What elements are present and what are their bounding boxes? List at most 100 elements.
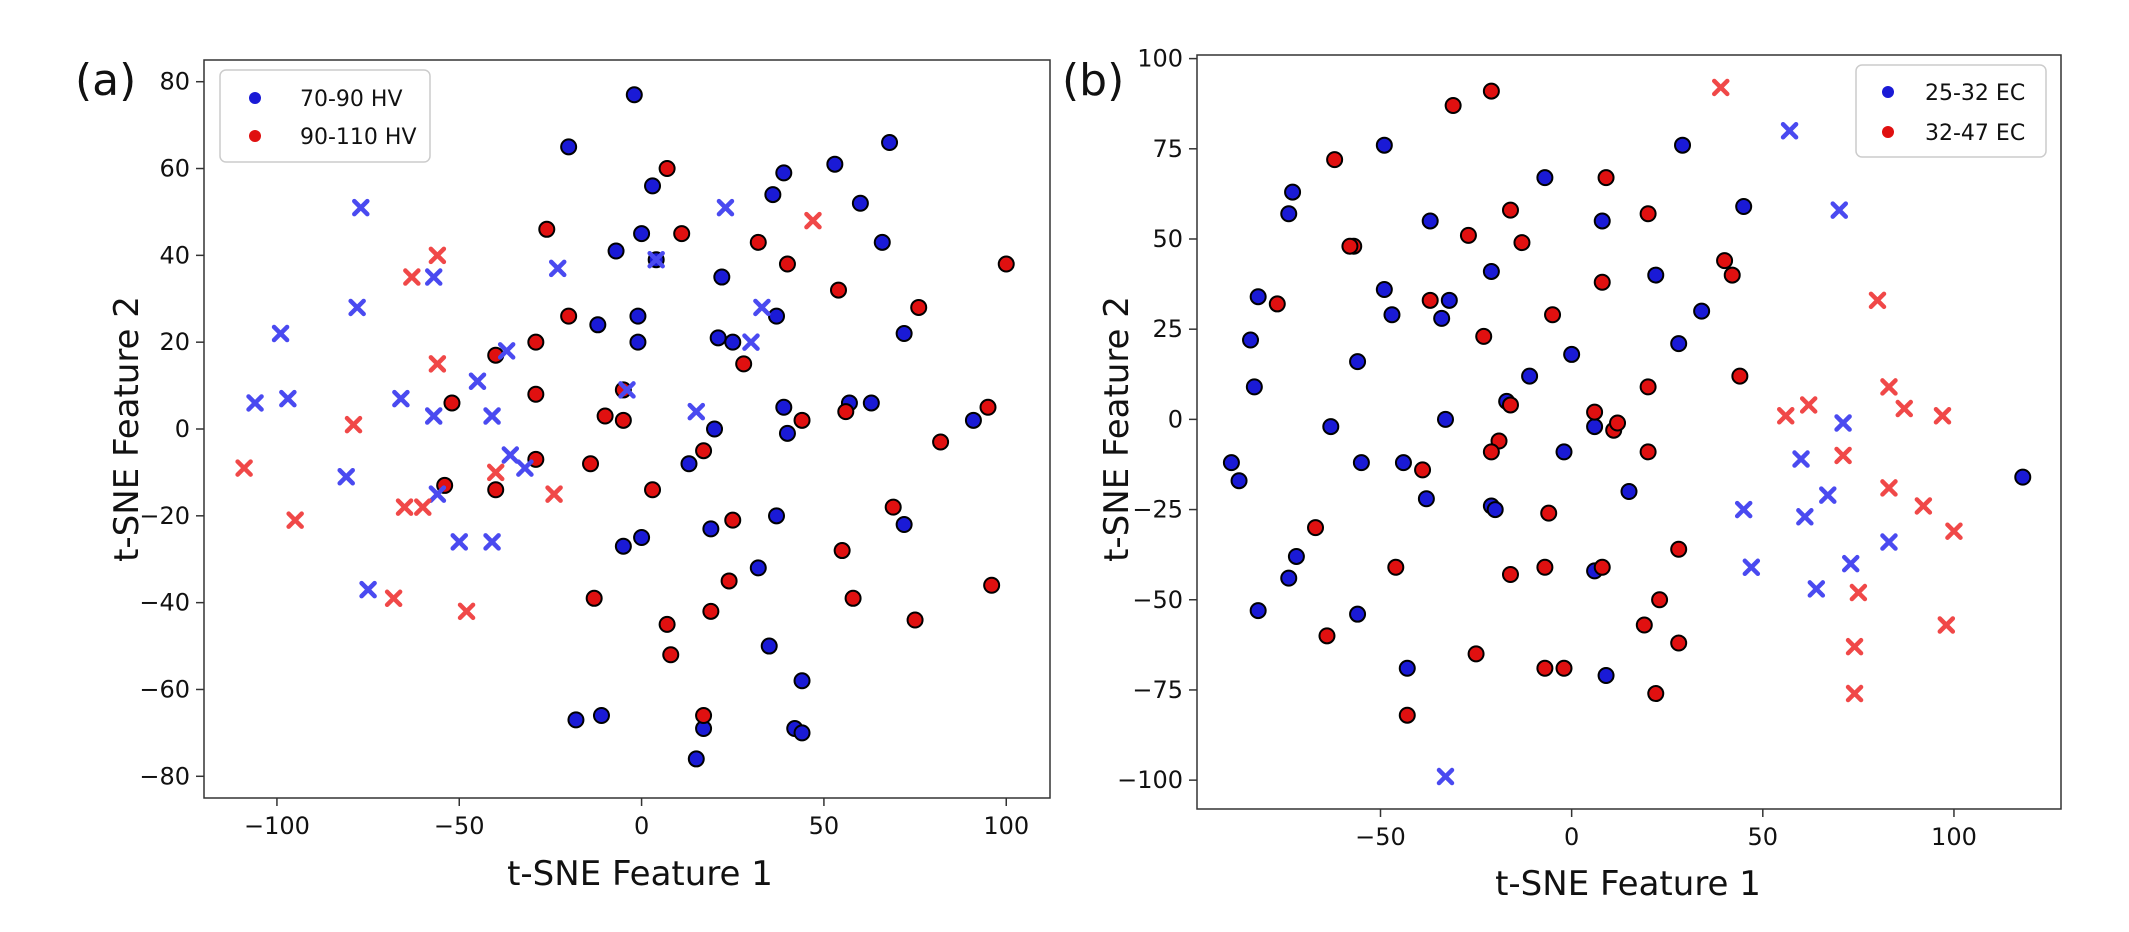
chart-panel-a: (a) −100 −50 0 50 100 −80 −60 −40 −20 0 20 40 60 80 t… (75, 55, 1051, 894)
data-point-x-series-2 (716, 198, 735, 217)
data-point-circle-series-0 (1482, 262, 1500, 280)
data-point-circle-series-0 (1222, 454, 1240, 472)
data-point-circle-series-1 (1467, 645, 1485, 663)
data-point-circle-series-1 (658, 160, 676, 178)
data-point-circle-series-1 (1670, 540, 1688, 558)
y-tick-label: −100 (1117, 766, 1183, 794)
data-point-circle-series-0 (1287, 547, 1305, 565)
data-point-circle-series-1 (1268, 295, 1286, 313)
y-tick-label: 60 (159, 155, 190, 183)
data-point-circle-series-0 (1242, 331, 1260, 349)
data-point-x-series-2 (450, 533, 469, 551)
data-point-circle-series-1 (1609, 414, 1627, 432)
y-axis-label-b: t-SNE Feature 2 (1097, 296, 1137, 562)
ticks-a: −100 −50 0 50 100 −80 −60 −40 −20 0 20 40 60 80 (139, 68, 1029, 840)
data-point-circle-series-0 (1349, 353, 1367, 371)
points-a (235, 86, 1015, 768)
data-point-x-series-2 (1792, 450, 1810, 468)
data-point-circle-series-1 (1341, 237, 1359, 255)
data-point-x-series-3 (395, 498, 414, 516)
data-point-circle-series-0 (629, 333, 647, 351)
data-point-circle-series-1 (702, 602, 720, 620)
data-point-circle-series-1 (884, 498, 902, 516)
data-point-circle-series-0 (680, 455, 698, 473)
data-point-x-series-2 (428, 485, 447, 503)
data-point-circle-series-1 (778, 255, 796, 273)
data-point-x-series-2 (468, 372, 487, 390)
legend-box-a (219, 69, 431, 163)
data-point-circle-series-1 (596, 407, 614, 425)
points-b (1222, 78, 2032, 786)
data-point-circle-series-0 (1620, 483, 1638, 501)
data-point-x-series-3 (1945, 522, 1963, 540)
y-tick-label: −20 (139, 502, 190, 530)
x-tick-label: 50 (1748, 823, 1779, 851)
data-point-circle-series-0 (1563, 345, 1581, 363)
data-point-x-series-2 (337, 468, 355, 486)
data-point-circle-series-0 (881, 133, 899, 151)
data-point-circle-series-1 (662, 646, 680, 664)
data-point-x-series-2 (618, 381, 636, 399)
data-point-x-series-2 (1880, 533, 1898, 551)
data-point-x-series-3 (1776, 407, 1795, 425)
y-axis-label-a: t-SNE Feature 2 (107, 296, 147, 562)
data-point-circle-series-1 (443, 394, 461, 412)
x-tick-label: 0 (634, 812, 649, 840)
x-tick-label: −50 (434, 812, 485, 840)
data-point-circle-series-0 (826, 155, 844, 173)
data-point-x-series-3 (545, 485, 563, 503)
data-point-x-series-2 (483, 533, 501, 551)
data-point-circle-series-1 (1475, 327, 1493, 345)
data-point-circle-series-0 (687, 750, 705, 768)
data-point-x-series-2 (516, 459, 534, 477)
data-point-circle-series-1 (1716, 252, 1734, 270)
data-point-circle-series-0 (567, 711, 585, 729)
y-tick-label: −80 (139, 762, 190, 790)
data-point-circle-series-1 (1414, 461, 1432, 479)
data-point-circle-series-1 (1482, 443, 1500, 461)
data-point-circle-series-1 (1635, 616, 1653, 634)
data-point-circle-series-1 (720, 572, 738, 590)
y-tick-label: 80 (159, 68, 190, 96)
data-point-circle-series-1 (830, 281, 847, 299)
data-point-x-series-3 (1868, 291, 1887, 310)
data-point-circle-series-0 (873, 233, 891, 251)
data-point-x-series-2 (742, 333, 760, 351)
legend-box-b (1855, 64, 2047, 158)
data-point-circle-series-1 (910, 298, 928, 316)
data-point-circle-series-1 (793, 411, 811, 429)
data-point-circle-series-0 (1536, 169, 1554, 187)
data-point-x-series-3 (1845, 684, 1864, 703)
data-point-circle-series-1 (1731, 367, 1749, 385)
x-axis-label-a: t-SNE Feature 1 (507, 854, 773, 894)
data-point-x-series-2 (483, 407, 501, 425)
ticks-b: −50 0 50 100 −100 −75 −50 −25 0 25 50 75 100 (1117, 45, 1977, 851)
data-point-circle-series-0 (633, 225, 651, 243)
data-point-x-series-3 (403, 268, 421, 286)
x-tick-label: 100 (983, 812, 1029, 840)
data-point-circle-series-0 (614, 537, 632, 555)
data-point-circle-series-0 (1593, 212, 1611, 230)
data-point-circle-series-0 (1521, 367, 1539, 385)
data-point-circle-series-0 (851, 194, 869, 212)
x-tick-label: −100 (244, 812, 310, 840)
data-point-circle-series-1 (1501, 566, 1519, 584)
data-point-circle-series-0 (778, 424, 796, 442)
plot-area-a (203, 59, 1051, 799)
data-point-circle-series-1 (749, 233, 767, 251)
data-point-circle-series-1 (1639, 205, 1657, 223)
data-point-circle-series-1 (1326, 151, 1344, 169)
legend-marker-90-110-hv (249, 130, 261, 142)
data-point-circle-series-1 (1536, 659, 1554, 677)
data-point-circle-series-0 (1417, 490, 1435, 508)
data-point-circle-series-1 (1597, 169, 1615, 187)
data-point-circle-series-0 (702, 520, 720, 538)
data-point-x-series-2 (1436, 767, 1455, 786)
data-point-x-series-3 (344, 415, 363, 434)
data-point-x-series-3 (804, 211, 822, 230)
data-point-circle-series-0 (764, 186, 782, 204)
data-point-circle-series-1 (1544, 306, 1562, 324)
data-point-circle-series-0 (1735, 198, 1753, 216)
data-point-circle-series-1 (1398, 706, 1416, 724)
data-point-circle-series-1 (906, 611, 924, 629)
